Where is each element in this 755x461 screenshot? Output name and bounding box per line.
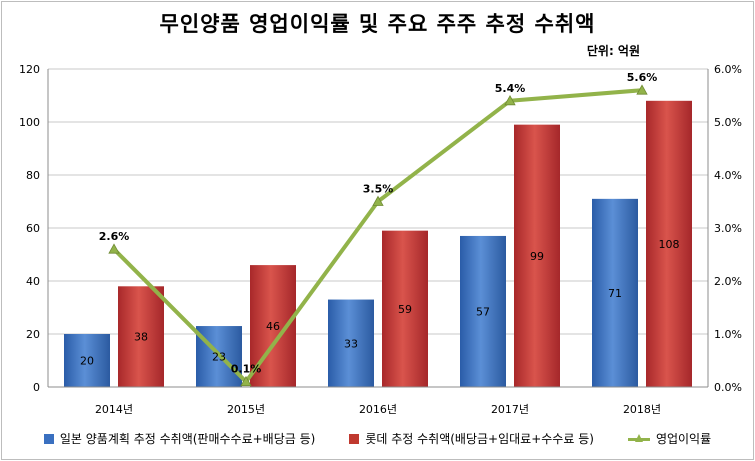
bar-lotte — [382, 230, 428, 387]
bar-yangpum — [64, 334, 110, 387]
bar-label-lotte: 99 — [530, 250, 544, 263]
legend-label-margin: 영업이익률 — [655, 432, 712, 446]
bar-lotte — [118, 286, 164, 387]
y2-tick-label: 2.0% — [714, 275, 742, 288]
bar-label-lotte: 46 — [266, 320, 280, 333]
bar-label-yangpum: 71 — [608, 287, 622, 300]
bar-label-yangpum: 33 — [344, 337, 358, 350]
margin-label: 5.4% — [495, 82, 526, 95]
bar-label-yangpum: 23 — [212, 351, 226, 364]
margin-point — [636, 84, 648, 95]
legend-label-yangpum: 일본 양품계획 추정 수취액(판매수수료+배당금 등) — [59, 432, 316, 446]
y-tick-label: 80 — [26, 169, 40, 182]
x-tick-label: 2017년 — [491, 403, 529, 416]
y-tick-label: 120 — [19, 63, 40, 76]
y2-tick-label: 0.0% — [714, 381, 742, 394]
x-tick-label: 2014년 — [95, 403, 133, 416]
x-tick-label: 2016년 — [359, 403, 397, 416]
margin-label: 0.1% — [231, 363, 262, 376]
x-tick-label: 2015년 — [227, 403, 265, 416]
y-tick-label: 60 — [26, 222, 40, 235]
bar-yangpum — [592, 198, 638, 387]
bar-lotte — [646, 100, 692, 388]
legend-swatch-blue — [43, 433, 54, 444]
margin-line — [112, 88, 643, 384]
y2-tick-label: 5.0% — [714, 116, 742, 129]
chart-title: 무인양품 영업이익률 및 주요 주주 추정 수취액 — [159, 12, 596, 36]
bar-yangpum — [460, 235, 506, 387]
y2-tick-label: 6.0% — [714, 63, 742, 76]
legend-item-margin: 영업이익률 — [627, 430, 712, 447]
x-tick-label: 2018년 — [623, 403, 661, 416]
y-tick-label: 20 — [26, 328, 40, 341]
legend: 일본 양품계획 추정 수취액(판매수수료+배당금 등) 롯데 추정 수취액(배당… — [0, 430, 755, 447]
y-tick-label: 0 — [33, 381, 40, 394]
bar-label-lotte: 59 — [398, 303, 412, 316]
y2-tick-label: 1.0% — [714, 328, 742, 341]
margin-point — [504, 94, 516, 106]
margin-label: 2.6% — [99, 230, 130, 243]
y2-tick-label: 4.0% — [714, 169, 742, 182]
legend-label-lotte: 롯데 추정 수취액(배당금+임대료+수수료 등) — [365, 432, 594, 446]
y-tick-label: 100 — [19, 116, 40, 129]
bar-label-lotte: 38 — [134, 331, 148, 344]
bar-lotte — [514, 124, 560, 388]
legend-item-lotte: 롯데 추정 수취액(배당금+임대료+수수료 등) — [349, 430, 594, 447]
legend-swatch-red — [349, 433, 360, 444]
bar-label-yangpum: 20 — [80, 355, 94, 368]
legend-swatch-line — [627, 433, 650, 444]
bar-yangpum — [328, 299, 374, 387]
unit-label: 단위: 억원 — [586, 44, 640, 58]
margin-point — [372, 195, 384, 206]
bar-label-yangpum: 57 — [476, 305, 490, 318]
bar-label-lotte: 108 — [659, 238, 680, 251]
y-tick-label: 40 — [26, 275, 40, 288]
margin-point — [240, 375, 252, 387]
y2-tick-label: 3.0% — [714, 222, 742, 235]
margin-label: 5.6% — [627, 71, 658, 84]
margin-label: 3.5% — [363, 183, 394, 196]
margin-point — [108, 243, 120, 254]
legend-item-yangpum: 일본 양품계획 추정 수취액(판매수수료+배당금 등) — [43, 430, 316, 447]
